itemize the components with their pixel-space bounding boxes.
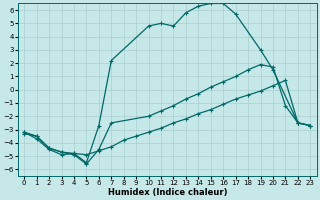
X-axis label: Humidex (Indice chaleur): Humidex (Indice chaleur) <box>108 188 227 197</box>
